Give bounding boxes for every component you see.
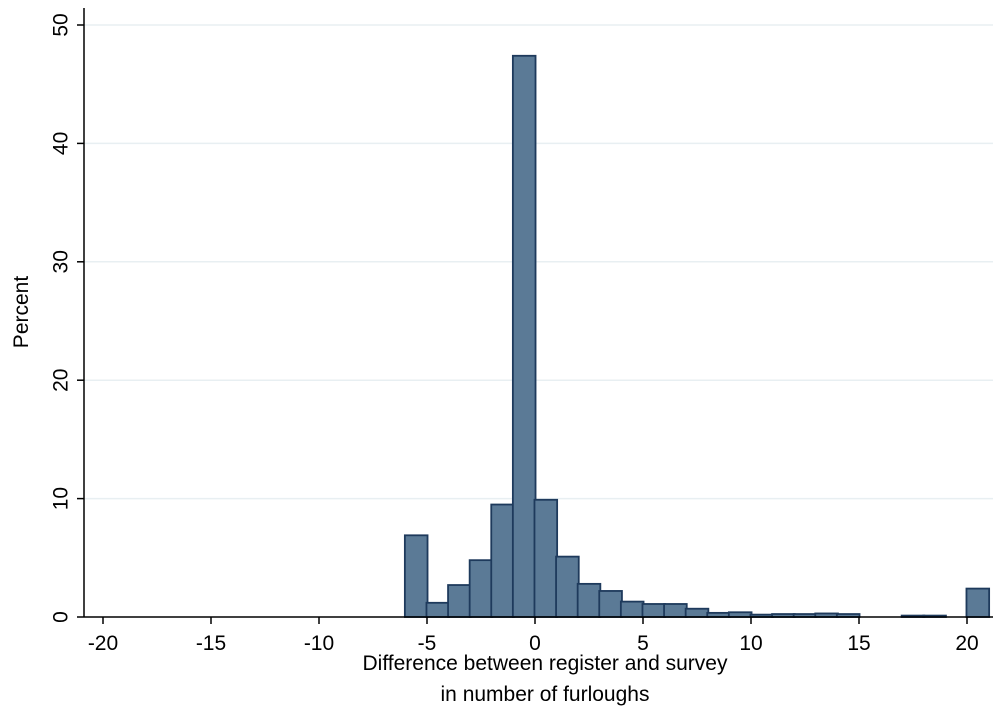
x-tick-label-5: 5 bbox=[637, 632, 649, 655]
y-tick-label-50: 50 bbox=[50, 13, 73, 36]
histogram-bar-5 bbox=[511, 54, 537, 618]
x-ticks: -20 -15 -10 -5 0 5 10 15 20 bbox=[88, 617, 979, 655]
histogram-bar-11 bbox=[641, 603, 667, 618]
histogram-bar-10 bbox=[619, 600, 645, 618]
y-tick-label-40: 40 bbox=[50, 132, 73, 155]
histogram-bar-3 bbox=[468, 559, 494, 618]
histogram-bar-0 bbox=[403, 534, 429, 618]
histogram-bar-23 bbox=[965, 587, 991, 618]
y-tick-label-10: 10 bbox=[50, 487, 73, 510]
histogram-bar-1 bbox=[425, 601, 451, 618]
y-tick-label-0: 0 bbox=[50, 611, 73, 623]
gridlines bbox=[84, 24, 993, 500]
x-tick-label-15: 15 bbox=[847, 632, 870, 655]
x-axis-title-line-1: Difference between register and survey bbox=[363, 652, 728, 675]
histogram-bar-7 bbox=[555, 555, 580, 618]
x-tick-label--5: -5 bbox=[418, 632, 437, 655]
histogram-bar-12 bbox=[663, 603, 688, 618]
x-tick-label-10: 10 bbox=[739, 632, 762, 655]
histogram-bar-8 bbox=[576, 582, 602, 618]
x-tick-label-0: 0 bbox=[529, 632, 541, 655]
y-axis-title: Percent bbox=[10, 276, 33, 349]
histogram-bar-9 bbox=[598, 590, 623, 618]
x-tick-label--15: -15 bbox=[196, 632, 226, 655]
axes bbox=[83, 8, 993, 618]
histogram-bar-13 bbox=[684, 607, 710, 618]
histogram-bar-2 bbox=[447, 584, 472, 618]
x-tick-label-20: 20 bbox=[955, 632, 978, 655]
y-tick-label-30: 30 bbox=[50, 250, 73, 273]
histogram-bar-6 bbox=[533, 498, 559, 618]
x-tick-label--20: -20 bbox=[88, 632, 118, 655]
y-tick-label-20: 20 bbox=[50, 369, 73, 392]
bars bbox=[403, 54, 991, 618]
x-axis-title-line-2: in number of furloughs bbox=[441, 683, 650, 706]
x-tick-label--10: -10 bbox=[304, 632, 334, 655]
y-ticks: 0 10 20 30 40 50 bbox=[50, 13, 84, 623]
histogram-bar-4 bbox=[490, 503, 515, 618]
